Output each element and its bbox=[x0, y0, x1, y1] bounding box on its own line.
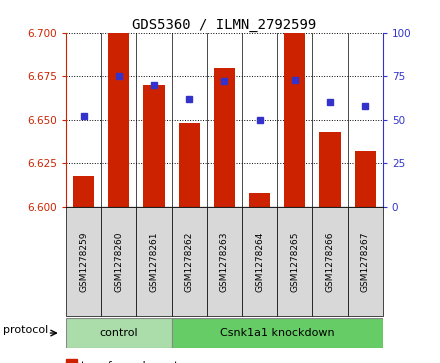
Text: GSM1278259: GSM1278259 bbox=[79, 231, 88, 291]
Text: control: control bbox=[99, 328, 138, 338]
Bar bbox=[312, 207, 348, 316]
Bar bbox=[143, 85, 165, 207]
Text: GSM1278260: GSM1278260 bbox=[114, 231, 123, 291]
Bar bbox=[214, 68, 235, 207]
Bar bbox=[348, 207, 383, 316]
Bar bbox=[179, 123, 200, 207]
Text: transformed count: transformed count bbox=[81, 361, 179, 363]
Bar bbox=[136, 207, 172, 316]
Bar bbox=[73, 176, 94, 207]
Text: GSM1278266: GSM1278266 bbox=[326, 231, 334, 291]
Text: GSM1278267: GSM1278267 bbox=[361, 231, 370, 291]
Bar bbox=[207, 207, 242, 316]
Bar bbox=[242, 207, 277, 316]
Text: GSM1278261: GSM1278261 bbox=[150, 231, 158, 291]
Text: protocol: protocol bbox=[4, 325, 48, 335]
Bar bbox=[284, 33, 305, 207]
Text: GSM1278263: GSM1278263 bbox=[220, 231, 229, 291]
Bar bbox=[319, 132, 341, 207]
Bar bbox=[249, 193, 270, 207]
Text: Csnk1a1 knockdown: Csnk1a1 knockdown bbox=[220, 328, 334, 338]
Bar bbox=[355, 151, 376, 207]
Text: GSM1278262: GSM1278262 bbox=[185, 231, 194, 291]
Bar bbox=[66, 318, 172, 348]
Text: GSM1278265: GSM1278265 bbox=[290, 231, 299, 291]
Bar bbox=[101, 207, 136, 316]
Bar bbox=[172, 318, 383, 348]
Bar bbox=[172, 207, 207, 316]
Title: GDS5360 / ILMN_2792599: GDS5360 / ILMN_2792599 bbox=[132, 18, 316, 32]
Bar bbox=[108, 33, 129, 207]
Text: GSM1278264: GSM1278264 bbox=[255, 231, 264, 291]
Bar bbox=[277, 207, 312, 316]
Bar bbox=[66, 207, 101, 316]
